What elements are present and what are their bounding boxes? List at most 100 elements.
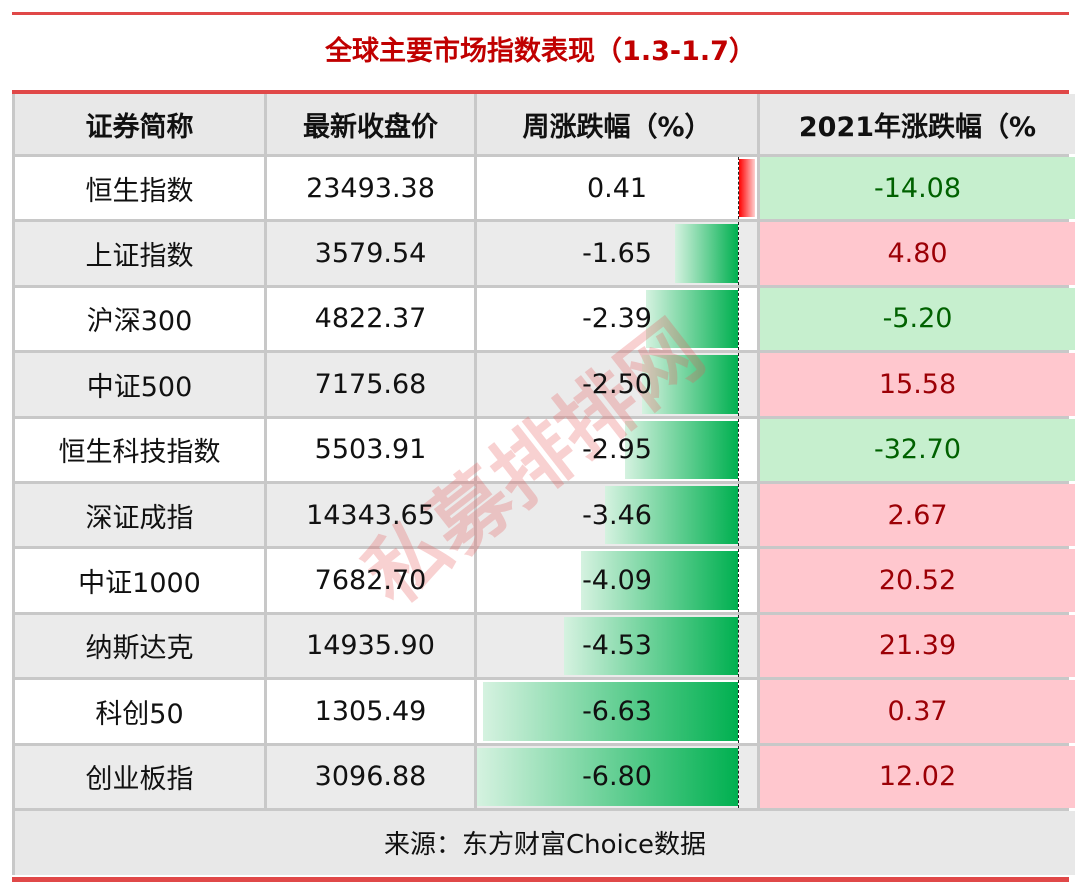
cell-week-change-text: -6.63 bbox=[582, 695, 652, 727]
week-change-bar bbox=[580, 551, 738, 610]
cell-close: 14343.65 bbox=[267, 483, 474, 547]
cell-close-text: 14343.65 bbox=[306, 499, 435, 531]
cell-week-change: 0.41 bbox=[477, 157, 757, 220]
cell-name: 中证1000 bbox=[15, 549, 264, 612]
top-rule bbox=[12, 12, 1069, 15]
cell-name: 纳斯达克 bbox=[15, 614, 264, 678]
cell-week-change: -4.53 bbox=[477, 614, 757, 678]
cell-week-change-text: -3.46 bbox=[582, 499, 652, 531]
cell-year-change: 4.80 bbox=[760, 222, 1075, 285]
bar-axis bbox=[738, 614, 739, 678]
cell-name-text: 创业板指 bbox=[85, 764, 194, 796]
bar-axis bbox=[738, 353, 739, 416]
cell-close: 7682.70 bbox=[267, 549, 474, 612]
cell-week-change: -2.39 bbox=[477, 287, 757, 351]
table-title: 全球主要市场指数表现（1.3-1.7） bbox=[325, 36, 756, 67]
week-change-bar bbox=[646, 289, 738, 349]
cell-close-text: 3096.88 bbox=[314, 761, 427, 793]
cell-week-change: -2.95 bbox=[477, 418, 757, 481]
header-week-change: 周涨跌幅（%） bbox=[477, 94, 757, 154]
week-change-bar bbox=[624, 420, 738, 479]
bar-axis bbox=[738, 745, 739, 808]
week-change-bar bbox=[476, 747, 738, 806]
market-index-table: 证券简称 最新收盘价 周涨跌幅（%） 2021年涨跌幅（% 恒生指数 23493.… bbox=[12, 94, 1075, 875]
cell-year-change-text: 0.37 bbox=[887, 695, 948, 727]
cell-year-change: 2.67 bbox=[760, 483, 1075, 547]
cell-name: 恒生指数 bbox=[15, 157, 264, 220]
cell-close: 14935.90 bbox=[267, 614, 474, 678]
cell-close-text: 14935.90 bbox=[306, 630, 435, 662]
cell-name: 深证成指 bbox=[15, 483, 264, 547]
cell-year-change: -14.08 bbox=[760, 157, 1075, 220]
cell-week-change-text: -2.95 bbox=[582, 434, 652, 466]
bar-axis bbox=[738, 483, 739, 547]
week-change-bar bbox=[564, 616, 738, 676]
cell-year-change: 15.58 bbox=[760, 353, 1075, 416]
bar-axis bbox=[738, 680, 739, 743]
title-rule bbox=[12, 90, 1069, 95]
cell-close: 3096.88 bbox=[267, 745, 474, 808]
bar-axis bbox=[738, 157, 739, 220]
cell-close-text: 5503.91 bbox=[314, 434, 427, 466]
cell-year-change-text: -5.20 bbox=[882, 303, 953, 335]
bottom-rule bbox=[12, 877, 1069, 882]
cell-name: 恒生科技指数 bbox=[15, 418, 264, 481]
header-year-change: 2021年涨跌幅（% bbox=[760, 94, 1075, 154]
week-change-bar bbox=[674, 224, 738, 283]
week-change-bar bbox=[739, 159, 755, 218]
cell-year-change-text: 15.58 bbox=[878, 368, 957, 400]
cell-name: 创业板指 bbox=[15, 745, 264, 808]
cell-close-text: 7175.68 bbox=[314, 368, 427, 400]
cell-year-change-text: -14.08 bbox=[873, 172, 962, 204]
cell-week-change: -6.80 bbox=[476, 745, 757, 808]
cell-year-change: -5.20 bbox=[760, 287, 1075, 351]
cell-name: 沪深300 bbox=[15, 287, 264, 351]
cell-close: 3579.54 bbox=[267, 222, 474, 285]
bar-axis bbox=[738, 418, 739, 481]
cell-week-change-text: -1.65 bbox=[582, 238, 652, 270]
header-close: 最新收盘价 bbox=[267, 94, 474, 154]
cell-year-change: 20.52 bbox=[760, 549, 1075, 612]
bar-axis bbox=[738, 549, 739, 612]
cell-year-change-text: 4.80 bbox=[887, 238, 948, 270]
cell-close: 5503.91 bbox=[267, 418, 474, 481]
cell-name-text: 中证500 bbox=[86, 371, 193, 403]
cell-year-change: 21.39 bbox=[760, 614, 1075, 678]
cell-week-change-text: -2.39 bbox=[582, 303, 652, 335]
source-footer: 来源：东方财富Choice数据 bbox=[15, 810, 1075, 875]
cell-week-change: -1.65 bbox=[477, 222, 757, 285]
cell-close-text: 7682.70 bbox=[314, 565, 427, 597]
cell-year-change: 0.37 bbox=[760, 680, 1075, 743]
cell-name-text: 恒生科技指数 bbox=[58, 437, 221, 469]
cell-name-text: 纳斯达克 bbox=[85, 633, 194, 665]
week-change-bar bbox=[483, 682, 738, 741]
cell-close-text: 4822.37 bbox=[314, 303, 427, 335]
cell-week-change-text: -2.50 bbox=[582, 368, 652, 400]
cell-year-change-text: -32.70 bbox=[873, 434, 962, 466]
cell-close-text: 1305.49 bbox=[314, 695, 427, 727]
cell-year-change: 12.02 bbox=[760, 745, 1075, 808]
cell-week-change-text: 0.41 bbox=[586, 172, 648, 204]
cell-close: 4822.37 bbox=[267, 287, 474, 351]
cell-name-text: 沪深300 bbox=[86, 306, 193, 338]
cell-year-change: -32.70 bbox=[760, 418, 1075, 481]
cell-close-text: 3579.54 bbox=[314, 238, 427, 270]
header-name: 证券简称 bbox=[15, 94, 264, 154]
cell-week-change-text: -4.09 bbox=[582, 565, 652, 597]
cell-name: 中证500 bbox=[15, 353, 264, 416]
cell-name-text: 上证指数 bbox=[85, 241, 194, 273]
week-change-bar bbox=[605, 485, 738, 545]
cell-close-text: 23493.38 bbox=[306, 172, 435, 204]
cell-year-change-text: 20.52 bbox=[878, 565, 957, 597]
cell-year-change-text: 21.39 bbox=[878, 630, 957, 662]
cell-week-change: -2.50 bbox=[477, 353, 757, 416]
cell-name-text: 中证1000 bbox=[78, 568, 201, 600]
bar-axis bbox=[738, 287, 739, 351]
cell-name: 上证指数 bbox=[15, 222, 264, 285]
bar-axis bbox=[738, 222, 739, 285]
cell-name-text: 科创50 bbox=[95, 698, 184, 730]
cell-week-change-text: -6.80 bbox=[582, 761, 652, 793]
cell-close: 23493.38 bbox=[267, 157, 474, 220]
cell-year-change-text: 12.02 bbox=[878, 761, 957, 793]
cell-week-change-text: -4.53 bbox=[582, 630, 652, 662]
